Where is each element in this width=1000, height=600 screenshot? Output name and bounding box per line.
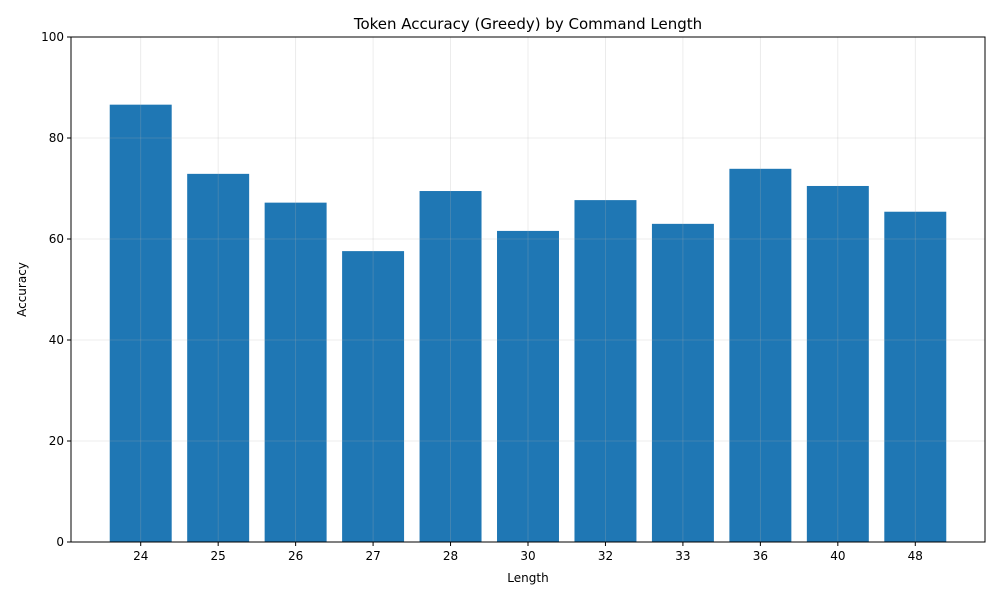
x-tick-label: 48	[908, 549, 923, 563]
bar-26	[264, 202, 327, 542]
chart-title: Token Accuracy (Greedy) by Command Lengt…	[353, 15, 702, 33]
y-axis-label: Accuracy	[15, 262, 29, 317]
y-tick-label: 40	[49, 333, 64, 347]
x-tick-label: 32	[598, 549, 613, 563]
x-tick-label: 30	[520, 549, 535, 563]
bar-40	[806, 185, 869, 542]
bar-24	[109, 104, 172, 543]
x-tick-label: 28	[443, 549, 458, 563]
x-axis-label: Length	[507, 571, 548, 585]
x-axis: 24 25 26 27 28 30 32 33 36 40 48	[133, 542, 923, 563]
x-tick-label: 25	[211, 549, 226, 563]
bar-28	[419, 191, 482, 542]
bar-32	[574, 200, 637, 543]
y-tick-label: 20	[49, 434, 64, 448]
bars-layer	[109, 104, 947, 543]
x-tick-label: 24	[133, 549, 148, 563]
x-tick-label: 36	[753, 549, 768, 563]
y-axis: 0 20 40 60 80 100	[41, 30, 71, 549]
y-tick-label: 100	[41, 30, 64, 44]
bar-36	[729, 168, 792, 542]
bar-25	[187, 173, 250, 543]
bar-48	[884, 211, 947, 543]
x-tick-label: 40	[830, 549, 845, 563]
x-tick-label: 27	[365, 549, 380, 563]
x-tick-label: 26	[288, 549, 303, 563]
y-tick-label: 80	[49, 131, 64, 145]
y-tick-label: 0	[56, 535, 64, 549]
bar-30	[497, 230, 559, 543]
y-tick-label: 60	[49, 232, 64, 246]
bar-27	[342, 251, 405, 542]
x-tick-label: 33	[675, 549, 690, 563]
bar-33	[651, 223, 714, 542]
